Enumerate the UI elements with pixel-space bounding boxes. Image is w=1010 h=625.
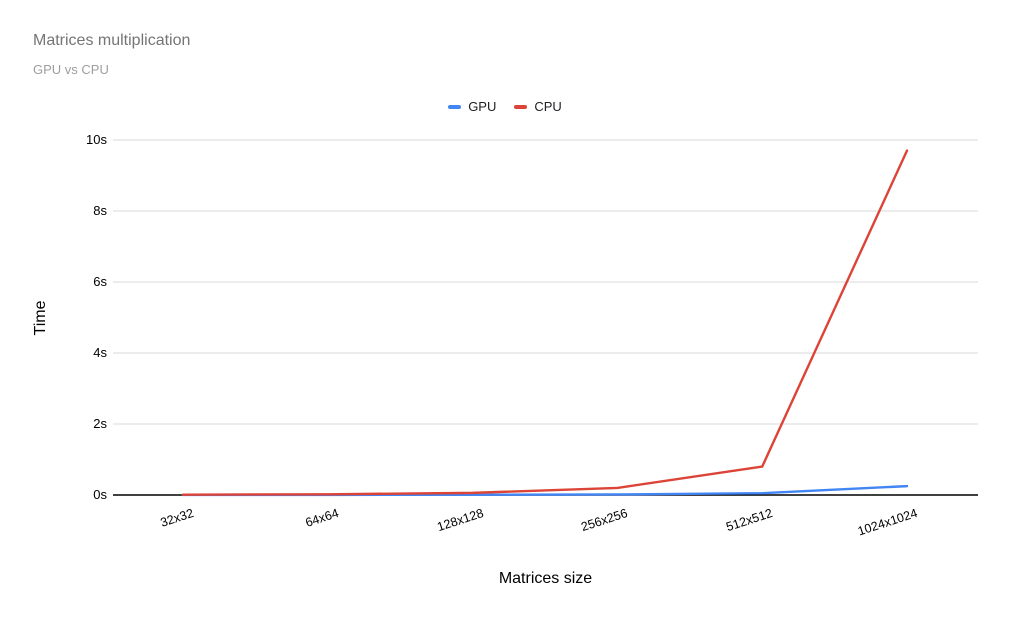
legend-item-gpu[interactable]: GPU [448,99,496,114]
legend-label-gpu: GPU [468,99,497,114]
x-axis-title: Matrices size [498,570,593,587]
y-tick-label: 4s [93,345,107,360]
cpu-series-line[interactable] [181,149,909,496]
chart-subtitle: GPU vs CPU [33,62,109,77]
y-tick-label: 8s [93,203,107,218]
y-tick-label: 6s [93,274,107,289]
legend-item-cpu[interactable]: CPU [514,99,562,114]
legend: GPU CPU [0,99,1010,114]
gpu-series-swatch-icon [448,104,462,109]
chart-title: Matrices multiplication [33,32,191,49]
y-tick-label: 0s [93,487,107,502]
y-tick-label: 2s [93,416,107,431]
y-tick-label: 10s [86,132,107,147]
legend-label-cpu: CPU [534,99,562,114]
y-axis-title: Time [32,300,49,336]
cpu-series-swatch-icon [514,104,528,109]
